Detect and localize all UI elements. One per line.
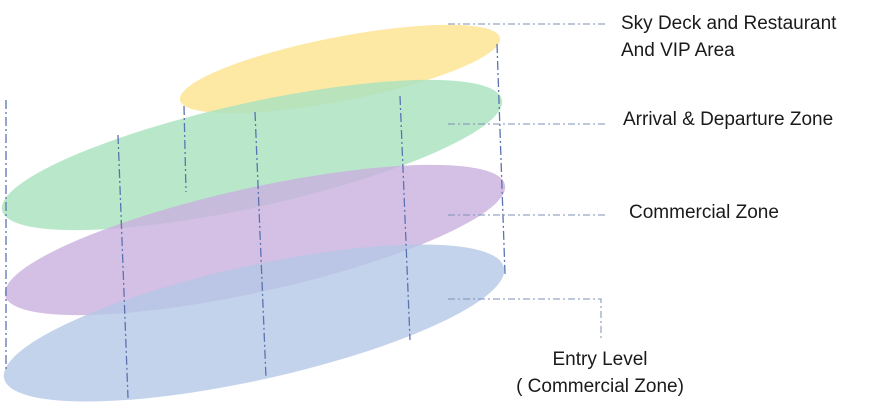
column-line xyxy=(254,111,267,379)
column-line xyxy=(496,43,506,275)
label-line: Sky Deck and Restaurant xyxy=(621,13,837,34)
column-line xyxy=(399,95,411,341)
label-line: Commercial Zone xyxy=(629,202,779,223)
label-sky-deck: Sky Deck and Restaurant And VIP Area xyxy=(621,10,836,64)
commercial-plate xyxy=(4,164,506,316)
leader-lines xyxy=(448,23,608,340)
arrival-departure-plate xyxy=(1,79,503,231)
label-line: And VIP Area xyxy=(621,40,735,61)
label-line: Arrival & Departure Zone xyxy=(623,109,834,130)
column-lines xyxy=(5,43,506,399)
label-line: Entry Level xyxy=(552,349,648,370)
leader-line-entry xyxy=(448,298,602,340)
column-line xyxy=(183,105,187,193)
label-arrival-departure: Arrival & Departure Zone xyxy=(623,106,833,133)
label-line: ( Commercial Zone) xyxy=(516,376,684,397)
label-entry: Entry Level ( Commercial Zone) xyxy=(500,346,700,400)
label-commercial: Commercial Zone xyxy=(629,199,779,226)
sky-deck-plate xyxy=(179,24,501,114)
column-line xyxy=(117,134,129,399)
entry-plate xyxy=(3,244,505,402)
